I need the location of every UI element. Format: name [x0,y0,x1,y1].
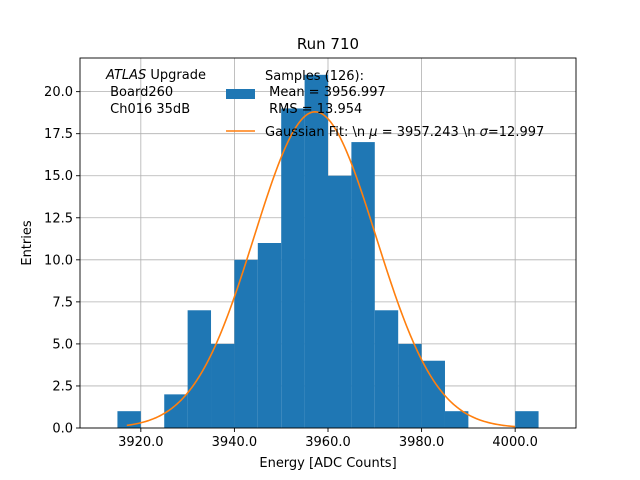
histogram-bars [117,74,539,429]
y-tick-label: 10.0 [44,253,73,268]
histogram-bar [234,259,258,428]
annotation-line-3: Ch016 35dB [106,102,190,117]
y-tick-label: 12.5 [44,211,73,226]
histogram-bar [164,394,188,428]
legend-hist-swatch [226,89,255,99]
legend: Samples (126): Mean = 3956.997 RMS = 13.… [226,69,544,140]
histogram-bar [257,243,282,428]
y-tick-label: 17.5 [44,127,73,142]
x-tick-label: 3940.0 [212,435,258,450]
histogram-bar [421,360,445,428]
annotation-line-1: ATLAS Upgrade [105,68,206,83]
y-tick-label: 15.0 [44,169,73,184]
y-axis-label: Entries [20,220,35,266]
legend-fit-text: Gaussian Fit: \n μ = 3957.243 \n σ=12.99… [265,125,544,140]
chart-title: Run 710 [297,35,359,53]
y-tick-label: 0.0 [52,422,73,437]
histogram-bar [398,343,422,428]
legend-fit-sigma: σ [480,125,489,140]
y-tick-label: 20.0 [44,85,73,100]
x-axis-ticks: 3920.0 3940.0 3960.0 3980.0 4000.0 [118,428,538,450]
legend-fit-prefix: Gaussian Fit: \n [265,125,369,140]
histogram-bar [515,411,539,428]
legend-hist-line-1: Samples (126): [265,69,364,84]
legend-hist-line-3: RMS = 13.954 [265,102,362,117]
legend-fit-suffix: =12.997 [488,125,544,140]
upgrade-label: Upgrade [146,68,206,83]
y-tick-label: 2.5 [52,379,73,394]
x-tick-label: 4000.0 [492,435,538,450]
histogram-bar [304,74,328,429]
legend-fit-mu: μ [368,125,377,140]
histogram-bar [281,108,305,429]
legend-hist-line-2: Mean = 3956.997 [265,85,386,100]
x-tick-label: 3980.0 [399,435,445,450]
histogram-bar [187,310,212,428]
annotation-line-2: Board260 [106,85,173,100]
y-axis-ticks: 0.0 2.5 5.0 7.5 10.0 12.5 15.0 17.5 20.0 [44,85,80,437]
x-tick-label: 3960.0 [305,435,351,450]
gaussian-fit-curve [126,111,516,428]
histogram-bar [374,310,399,428]
histogram-bar [444,411,469,428]
y-tick-label: 7.5 [52,295,73,310]
y-tick-label: 5.0 [52,337,73,352]
histogram-bar [351,142,375,428]
histogram-bar [328,175,352,428]
atlas-annotation: ATLAS Upgrade Board260 Ch016 35dB [105,68,206,117]
histogram-bar [211,343,235,428]
x-tick-label: 3920.0 [118,435,164,450]
atlas-label: ATLAS [105,68,146,83]
x-axis-label: Energy [ADC Counts] [259,456,396,471]
legend-fit-mid: = 3957.243 \n [378,125,480,140]
